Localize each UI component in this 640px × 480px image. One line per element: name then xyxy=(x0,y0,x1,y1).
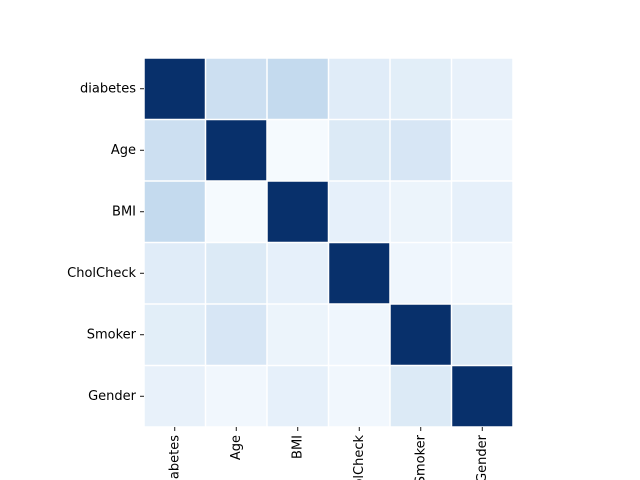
heatmap-cell-Gender-BMI xyxy=(267,366,328,427)
heatmap-cell-Gender-CholCheck xyxy=(329,366,390,427)
heatmap-cell-BMI-Age xyxy=(206,181,267,242)
heatmap-cell-diabetes-Age xyxy=(206,58,267,119)
heatmap-cell-Age-BMI xyxy=(267,120,328,181)
heatmap-cell-Gender-Gender xyxy=(452,366,513,427)
heatmap-cell-Gender-diabetes xyxy=(144,366,205,427)
heatmap-cell-diabetes-Smoker xyxy=(390,58,451,119)
heatmap-outline xyxy=(143,57,514,428)
heatmap-cell-BMI-Gender xyxy=(452,181,513,242)
heatmap-cell-Age-Age xyxy=(206,120,267,181)
y-tick-label: diabetes xyxy=(80,81,136,96)
heatmap-cell-Smoker-BMI xyxy=(267,304,328,365)
x-tick-label: Smoker xyxy=(413,434,428,480)
heatmap-cell-diabetes-Gender xyxy=(452,58,513,119)
y-tick-label: BMI xyxy=(112,204,136,219)
heatmap-cell-BMI-BMI xyxy=(267,181,328,242)
heatmap-cell-diabetes-diabetes xyxy=(144,58,205,119)
heatmap-cell-Age-CholCheck xyxy=(329,120,390,181)
x-tick-label: BMI xyxy=(290,435,305,459)
heatmap-cell-BMI-diabetes xyxy=(144,181,205,242)
heatmap-cells xyxy=(143,57,514,428)
x-tick-label: CholCheck xyxy=(352,435,367,480)
x-axis: diabetes Age BMI CholCheck Smoker Gender xyxy=(167,427,490,480)
heatmap-cell-BMI-Smoker xyxy=(390,181,451,242)
heatmap-cell-Gender-Age xyxy=(206,366,267,427)
heatmap-cell-Smoker-Age xyxy=(206,304,267,365)
x-tick-label: Age xyxy=(229,435,244,460)
y-tick-label: Smoker xyxy=(87,327,137,342)
y-tick-label: Age xyxy=(111,143,136,158)
heatmap-cell-Smoker-CholCheck xyxy=(329,304,390,365)
heatmap-cell-Smoker-Gender xyxy=(452,304,513,365)
heatmap-cell-CholCheck-CholCheck xyxy=(329,243,390,304)
heatmap-cell-Smoker-diabetes xyxy=(144,304,205,365)
heatmap-cell-Smoker-Smoker xyxy=(390,304,451,365)
heatmap-cell-Gender-Smoker xyxy=(390,366,451,427)
heatmap-cell-CholCheck-diabetes xyxy=(144,243,205,304)
heatmap-cell-CholCheck-Age xyxy=(206,243,267,304)
y-tick-label: CholCheck xyxy=(67,266,136,281)
y-axis: diabetes Age BMI CholCheck Smoker Gender xyxy=(67,81,144,404)
heatmap-plot-area: diabetes Age BMI CholCheck Smoker Gender diab… xyxy=(67,57,514,480)
x-tick-label: Gender xyxy=(475,434,490,480)
y-tick-label: Gender xyxy=(88,389,137,404)
heatmap-cell-CholCheck-Smoker xyxy=(390,243,451,304)
x-tick-label: diabetes xyxy=(167,435,182,480)
heatmap-cell-Age-Smoker xyxy=(390,120,451,181)
heatmap-cell-diabetes-CholCheck xyxy=(329,58,390,119)
heatmap-cell-Age-diabetes xyxy=(144,120,205,181)
heatmap-cell-CholCheck-Gender xyxy=(452,243,513,304)
heatmap-cell-diabetes-BMI xyxy=(267,58,328,119)
heatmap-cell-BMI-CholCheck xyxy=(329,181,390,242)
heatmap-cell-CholCheck-BMI xyxy=(267,243,328,304)
heatmap-cell-Age-Gender xyxy=(452,120,513,181)
